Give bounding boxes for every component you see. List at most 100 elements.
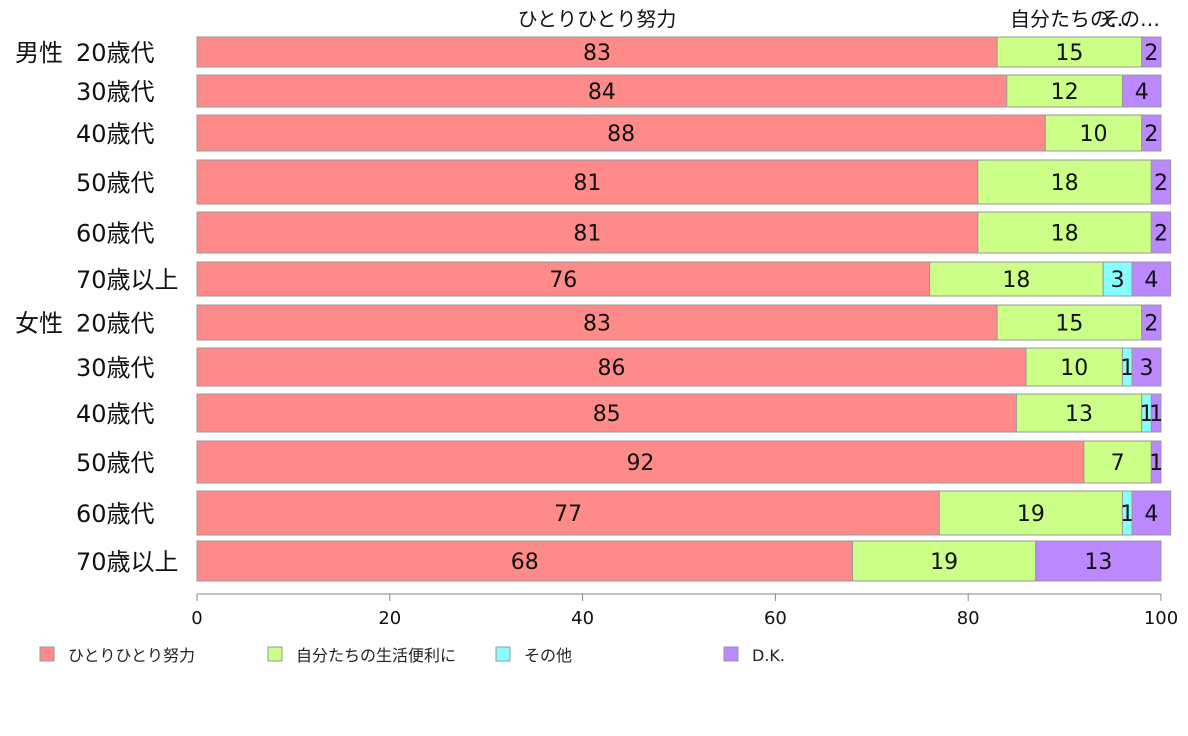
- bar-segment: [996, 304, 1143, 341]
- data-label: 1: [1140, 402, 1154, 427]
- legend-swatch: [267, 646, 283, 662]
- bar-segment: [196, 540, 854, 582]
- category-label: 40歳代: [76, 400, 155, 428]
- data-label: 4: [1144, 268, 1158, 293]
- category-label: 40歳代: [76, 120, 155, 148]
- data-label: 13: [1084, 550, 1112, 575]
- legend-swatch: [39, 646, 55, 662]
- data-label: 1: [1149, 402, 1163, 427]
- data-label: 1: [1149, 451, 1163, 476]
- data-label: 10: [1060, 356, 1088, 381]
- data-label: 68: [511, 550, 539, 575]
- bar-segment: [852, 540, 1037, 582]
- data-label: 3: [1140, 356, 1154, 381]
- bar-segment: [1131, 347, 1162, 387]
- bar-segment: [1044, 114, 1143, 152]
- legend-label: その他: [524, 646, 572, 665]
- bar-segment: [196, 490, 940, 536]
- data-label: 83: [583, 312, 611, 337]
- bar-segment: [196, 36, 998, 68]
- bar-segment: [996, 36, 1143, 68]
- group-label: 女性: [15, 310, 63, 338]
- bar-segment: [938, 490, 1123, 536]
- legend-label: D.K.: [752, 646, 785, 665]
- data-label: 81: [573, 222, 601, 247]
- data-label: 18: [1002, 268, 1030, 293]
- data-label: 3: [1111, 268, 1125, 293]
- data-label: 10: [1080, 122, 1108, 147]
- bar-segment: [1083, 440, 1152, 484]
- bar-segment: [1141, 304, 1162, 341]
- data-label: 4: [1135, 80, 1149, 105]
- category-label: 60歳代: [76, 220, 155, 248]
- x-tick-label: 100: [1144, 608, 1178, 629]
- category-label: 30歳代: [76, 78, 155, 106]
- bar-segment: [1141, 36, 1162, 68]
- bar-segment: [1150, 159, 1172, 205]
- header-label-3: その…: [1100, 7, 1160, 31]
- bar-segment: [1141, 114, 1162, 152]
- data-label: 1: [1120, 356, 1134, 381]
- category-label: 20歳代: [76, 39, 155, 67]
- category-label: 50歳代: [76, 169, 155, 197]
- x-tick-label: 60: [764, 608, 787, 629]
- bar-segment: [196, 159, 979, 205]
- header-label-2: 自分たちの…: [1010, 7, 1130, 31]
- data-label: 13: [1065, 402, 1093, 427]
- bar-segment: [196, 347, 1027, 387]
- data-label: 2: [1144, 312, 1158, 337]
- data-label: 4: [1144, 502, 1158, 527]
- data-label: 77: [554, 502, 582, 527]
- data-label: 12: [1051, 80, 1079, 105]
- data-label: 83: [583, 41, 611, 66]
- bar-segment: [977, 211, 1152, 254]
- bar-segment: [196, 440, 1085, 484]
- bar-segment: [977, 159, 1152, 205]
- bar-segment: [1150, 440, 1162, 484]
- data-label: 7: [1111, 451, 1125, 476]
- bar-segment: [196, 261, 931, 297]
- bar-segment: [1006, 74, 1123, 108]
- data-label: 81: [573, 171, 601, 196]
- bar-segment: [1015, 393, 1143, 433]
- data-label: 18: [1051, 171, 1079, 196]
- x-tick-label: 20: [378, 608, 401, 629]
- header-label-1: ひとりひとり努力: [518, 7, 677, 31]
- bar-segment: [1025, 347, 1123, 387]
- data-label: 2: [1144, 41, 1158, 66]
- data-label: 88: [607, 122, 635, 147]
- data-label: 85: [593, 402, 621, 427]
- group-label: 男性: [15, 39, 63, 67]
- legend-swatch: [723, 646, 739, 662]
- category-label: 20歳代: [76, 310, 155, 338]
- bar-segment: [1150, 393, 1162, 433]
- category-label: 70歳以上: [76, 548, 179, 576]
- bar-segment: [196, 393, 1017, 433]
- bar-segment: [1035, 540, 1162, 582]
- data-label: 19: [930, 550, 958, 575]
- x-tick-label: 0: [191, 608, 202, 629]
- data-label: 2: [1154, 222, 1168, 247]
- category-label: 70歳以上: [76, 266, 179, 294]
- bar-segment: [1121, 74, 1162, 108]
- x-tick-label: 40: [571, 608, 594, 629]
- category-label: 30歳代: [76, 354, 155, 382]
- legend-label: 自分たちの生活便利に: [296, 646, 456, 665]
- data-label: 84: [588, 80, 616, 105]
- bar-segment: [196, 114, 1046, 152]
- bar-segment: [1102, 261, 1133, 297]
- data-label: 2: [1144, 122, 1158, 147]
- bar-segment: [1131, 490, 1172, 536]
- category-label: 60歳代: [76, 500, 155, 528]
- data-label: 86: [598, 356, 626, 381]
- data-label: 19: [1017, 502, 1045, 527]
- category-label: 50歳代: [76, 449, 155, 477]
- x-tick-label: 80: [957, 608, 980, 629]
- data-label: 2: [1154, 171, 1168, 196]
- legend-label: ひとりひとり努力: [68, 646, 195, 665]
- legend-swatch: [495, 646, 511, 662]
- data-label: 92: [626, 451, 654, 476]
- bar-segment: [929, 261, 1104, 297]
- data-label: 1: [1120, 502, 1134, 527]
